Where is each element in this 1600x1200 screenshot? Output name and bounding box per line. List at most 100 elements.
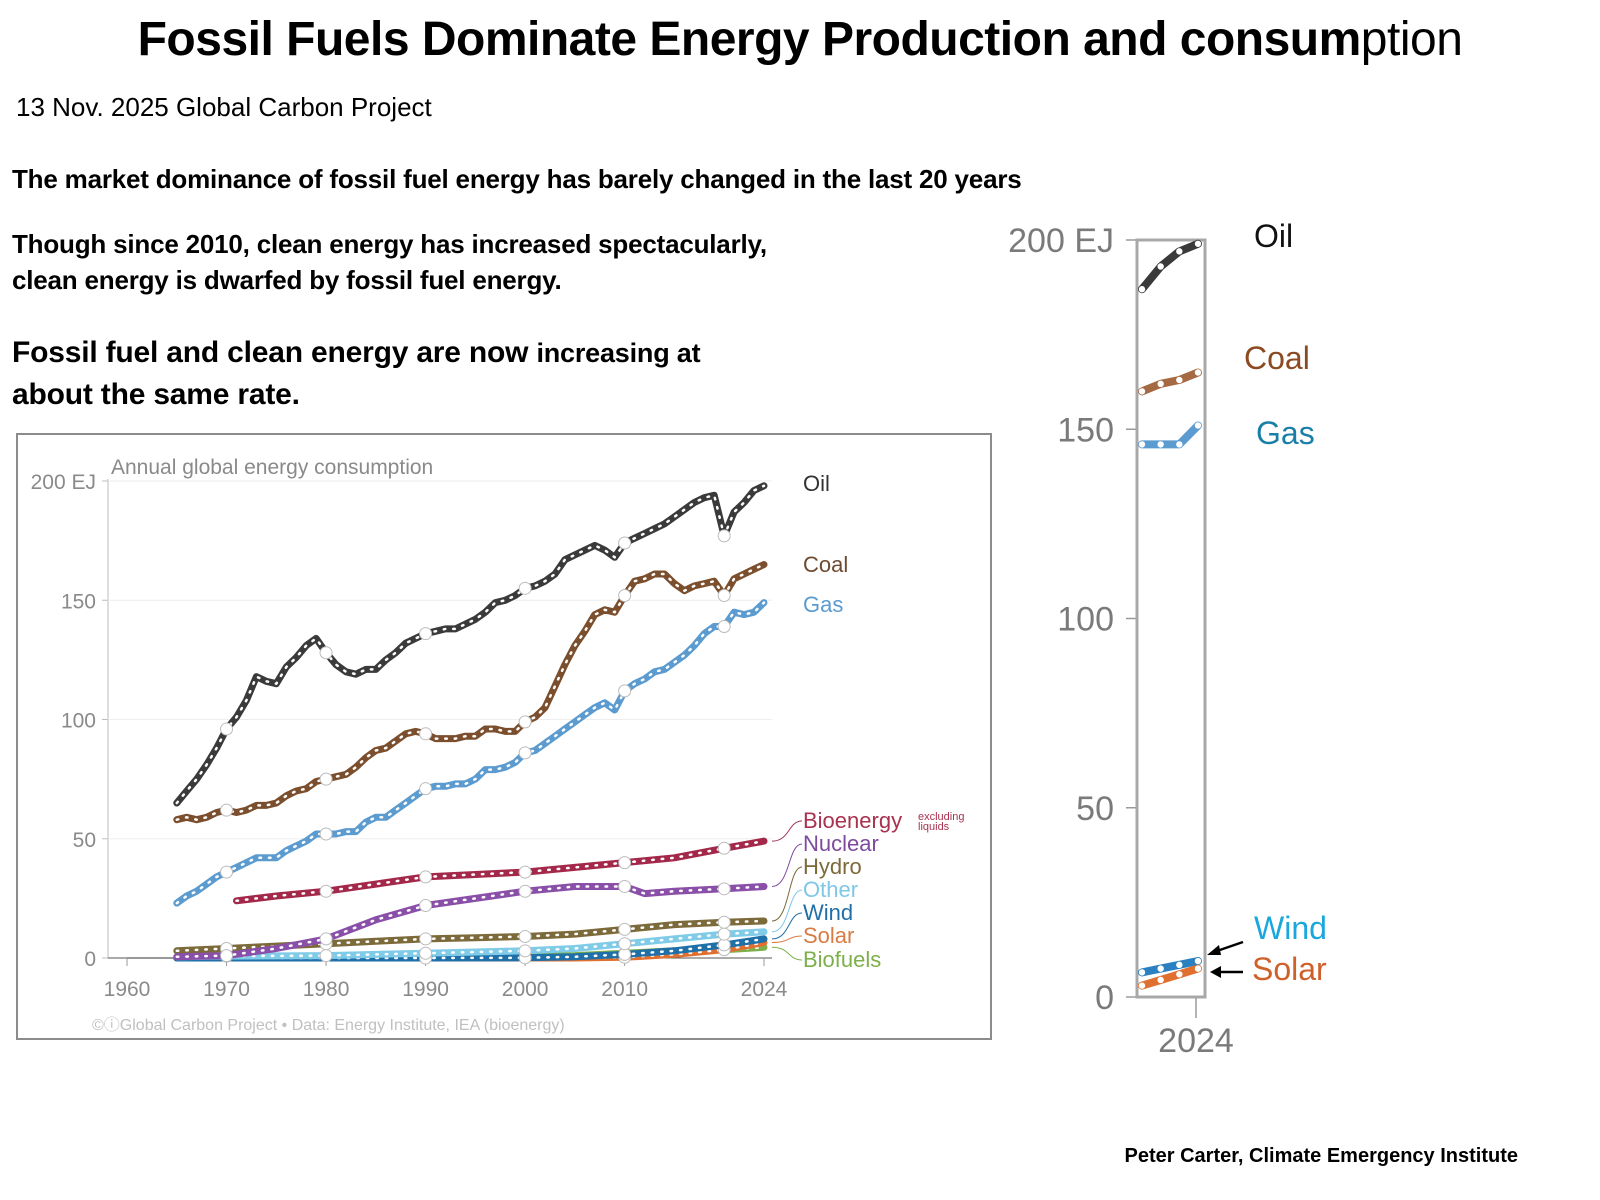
series-dots-biofuels — [175, 946, 766, 960]
y-tick-label-100: 100 — [61, 710, 96, 733]
inset-series-line-gas — [1138, 421, 1202, 449]
decade-marker-bioenergy-2020 — [717, 841, 731, 855]
main-chart-footer: ©ⓘGlobal Carbon Project • Data: Energy I… — [92, 1016, 565, 1034]
series-label-wind: Wind — [803, 900, 853, 925]
inset-point-oil-2024 — [1194, 240, 1202, 247]
decade-marker-oil-2020 — [717, 529, 731, 543]
leader-bioenergy — [771, 820, 803, 842]
decade-marker-other-1980 — [319, 949, 333, 963]
series-dots-gas — [175, 601, 766, 905]
series-hydro — [173, 915, 768, 955]
series-dots-hydro — [175, 919, 766, 953]
decade-marker-oil-2010 — [618, 536, 632, 550]
statement-same-rate-part2: increasing at — [536, 338, 701, 368]
decade-marker-gas-2020 — [717, 619, 731, 633]
decade-marker-other-1990 — [419, 946, 433, 960]
inset-y-tick-label-0: 0 — [1095, 979, 1114, 1017]
title-light: ption — [1360, 13, 1463, 66]
series-wind — [173, 935, 768, 965]
author-credit: Peter Carter, Climate Emergency Institut… — [1124, 1145, 1518, 1167]
inset-point-solar-2022 — [1157, 976, 1164, 984]
series-line-biofuels — [173, 943, 768, 962]
inset-point-oil-2022 — [1157, 263, 1164, 270]
decade-marker-coal-1990 — [419, 727, 433, 741]
decade-marker-wind-1990 — [419, 951, 433, 965]
decade-marker-gas-1980 — [319, 827, 333, 841]
series-other — [173, 927, 768, 963]
decade-marker-hydro-1970 — [220, 941, 234, 955]
inset-label-oil: Oil — [1254, 218, 1293, 254]
series-line-oil — [173, 482, 768, 807]
series-solar — [173, 939, 768, 964]
decade-marker-nuclear-1980 — [319, 932, 333, 946]
inset-frame — [1135, 238, 1207, 999]
inset-label-gas: Gas — [1256, 415, 1315, 451]
inset-point-coal-2024 — [1194, 369, 1202, 376]
statement-clean-energy-line2: clean energy is dwarfed by fossil fuel e… — [12, 265, 562, 295]
inset-point-solar-2023 — [1176, 971, 1183, 978]
inset-series-line-wind — [1138, 957, 1202, 977]
statement-same-rate-part1: Fossil fuel and clean energy are now — [12, 336, 537, 369]
series-nuclear — [173, 879, 768, 963]
leader-solar — [771, 935, 803, 943]
leader-hydro — [771, 866, 803, 922]
series-label-oil: Oil — [803, 471, 830, 496]
decade-marker-coal-1970 — [220, 803, 234, 817]
inset-y-tick-label-50: 50 — [1076, 790, 1114, 828]
solar-arrow — [1210, 966, 1243, 978]
main-chart-title: Annual global energy consumption — [111, 456, 433, 479]
series-dots-coal — [175, 563, 766, 821]
decade-marker-hydro-2000 — [518, 930, 532, 944]
series-biofuels — [173, 943, 768, 964]
decade-marker-oil-1990 — [419, 627, 433, 641]
decade-marker-wind-2010 — [618, 947, 632, 961]
decade-marker-biofuels-1990 — [419, 950, 433, 964]
inset-series-wind — [1138, 957, 1202, 977]
leader-other — [771, 889, 803, 933]
series-line-coal — [173, 561, 768, 824]
inset-point-gas-2022 — [1157, 441, 1164, 448]
decade-marker-bioenergy-1980 — [319, 884, 333, 898]
decade-marker-hydro-2020 — [717, 915, 731, 929]
decade-marker-nuclear-2000 — [518, 884, 532, 898]
inset-y-tick-label-150: 150 — [1057, 411, 1114, 449]
decade-marker-coal-1980 — [319, 772, 333, 786]
decade-marker-hydro-1980 — [319, 937, 333, 951]
inset-point-oil-2021 — [1138, 286, 1146, 293]
dateline: 13 Nov. 2025 Global Carbon Project — [16, 92, 432, 122]
y-tick-label-0: 0 — [84, 948, 96, 971]
decade-marker-oil-1980 — [319, 646, 333, 660]
inset-point-oil-2023 — [1176, 248, 1183, 255]
inset-point-wind-2023 — [1176, 961, 1183, 969]
series-label-coal: Coal — [803, 552, 848, 577]
decade-marker-solar-2010 — [618, 950, 632, 964]
series-dots-other — [175, 930, 766, 959]
decade-marker-biofuels-2010 — [618, 946, 632, 960]
series-dots-bioenergy — [235, 839, 766, 903]
statement-clean-energy: Though since 2010, clean energy has incr… — [12, 226, 767, 298]
decade-marker-bioenergy-2010 — [618, 856, 632, 870]
series-line-wind — [173, 935, 768, 962]
series-label-other: Other — [803, 877, 858, 902]
x-tick-label-2010: 2010 — [601, 978, 648, 1001]
decade-marker-oil-2000 — [518, 581, 532, 595]
inset-point-wind-2022 — [1157, 965, 1164, 972]
series-line-bioenergy — [233, 837, 768, 905]
statement-clean-energy-line1: Though since 2010, clean energy has incr… — [12, 229, 767, 259]
decade-marker-other-1970 — [220, 949, 234, 963]
decade-marker-coal-2010 — [618, 588, 632, 602]
decade-marker-biofuels-2020 — [717, 943, 731, 957]
inset-point-wind-2021 — [1138, 969, 1146, 976]
title-bold: Fossil Fuels Dominate Energy Production … — [137, 13, 1362, 66]
leader-nuclear — [771, 843, 803, 887]
page-title: Fossil Fuels Dominate Energy Production … — [0, 12, 1600, 67]
series-label-hydro: Hydro — [803, 854, 862, 879]
x-tick-label-2000: 2000 — [502, 978, 549, 1001]
x-tick-label-1960: 1960 — [104, 978, 151, 1001]
series-dots-oil — [175, 484, 766, 805]
statement-dominance: The market dominance of fossil fuel ener… — [12, 164, 1022, 194]
decade-marker-gas-1970 — [220, 865, 234, 879]
series-line-solar — [173, 939, 768, 962]
series-line-hydro — [173, 917, 768, 955]
series-oil — [173, 482, 768, 807]
